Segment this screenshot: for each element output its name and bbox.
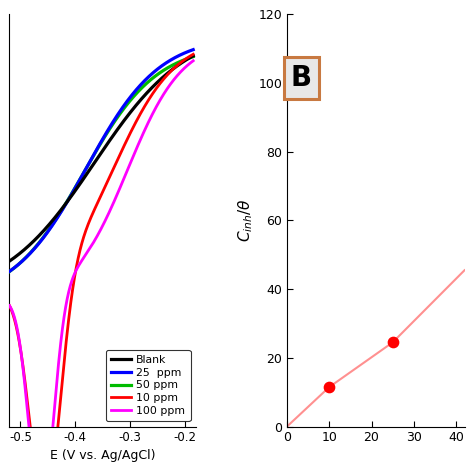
- 10 ppm: [7, 303, 12, 309]
- 10 ppm: [90, 210, 96, 216]
- 100 ppm: [90, 241, 96, 246]
- Legend: Blank, 25  ppm, 50 ppm, 10 ppm, 100 ppm: Blank, 25 ppm, 50 ppm, 10 ppm, 100 ppm: [106, 349, 191, 421]
- Blank: [54, 212, 60, 218]
- 25  ppm: [90, 154, 95, 160]
- 25  ppm: [129, 92, 135, 98]
- 100 ppm: [7, 303, 12, 309]
- Text: B: B: [291, 64, 312, 91]
- 10 ppm: [145, 98, 151, 103]
- Line: 10 ppm: 10 ppm: [9, 55, 193, 474]
- 100 ppm: [115, 190, 121, 195]
- 50 ppm: [129, 95, 135, 101]
- 25  ppm: [145, 75, 151, 81]
- 25  ppm: [39, 237, 45, 242]
- 50 ppm: [145, 80, 151, 85]
- X-axis label: E (V vs. Ag/AgCl): E (V vs. Ag/AgCl): [50, 448, 155, 462]
- 50 ppm: [39, 236, 45, 242]
- Line: 100 ppm: 100 ppm: [9, 61, 193, 474]
- 50 ppm: [54, 215, 60, 221]
- Blank: [145, 89, 151, 95]
- 100 ppm: [191, 58, 196, 64]
- 10 ppm: [54, 432, 60, 438]
- 25  ppm: [115, 112, 120, 118]
- Blank: [39, 230, 45, 236]
- Line: Blank: Blank: [9, 56, 193, 261]
- Point: [326, 383, 333, 391]
- 100 ppm: [54, 376, 60, 382]
- Blank: [7, 258, 12, 264]
- 25  ppm: [7, 268, 12, 274]
- Line: 50 ppm: 50 ppm: [9, 57, 193, 272]
- 10 ppm: [129, 126, 135, 132]
- 50 ppm: [115, 114, 120, 120]
- Y-axis label: $C_{inh}/\theta$: $C_{inh}/\theta$: [237, 199, 255, 242]
- 10 ppm: [191, 52, 196, 57]
- Blank: [90, 163, 95, 168]
- 50 ppm: [90, 154, 95, 160]
- 25  ppm: [54, 216, 60, 222]
- 10 ppm: [115, 156, 121, 162]
- Line: 25  ppm: 25 ppm: [9, 50, 193, 271]
- Blank: [191, 53, 196, 59]
- Blank: [115, 126, 120, 132]
- 50 ppm: [7, 269, 12, 274]
- 25  ppm: [191, 47, 196, 53]
- Blank: [129, 107, 135, 113]
- 100 ppm: [129, 155, 135, 161]
- Point: [389, 338, 396, 346]
- 100 ppm: [145, 120, 151, 126]
- 50 ppm: [191, 54, 196, 60]
